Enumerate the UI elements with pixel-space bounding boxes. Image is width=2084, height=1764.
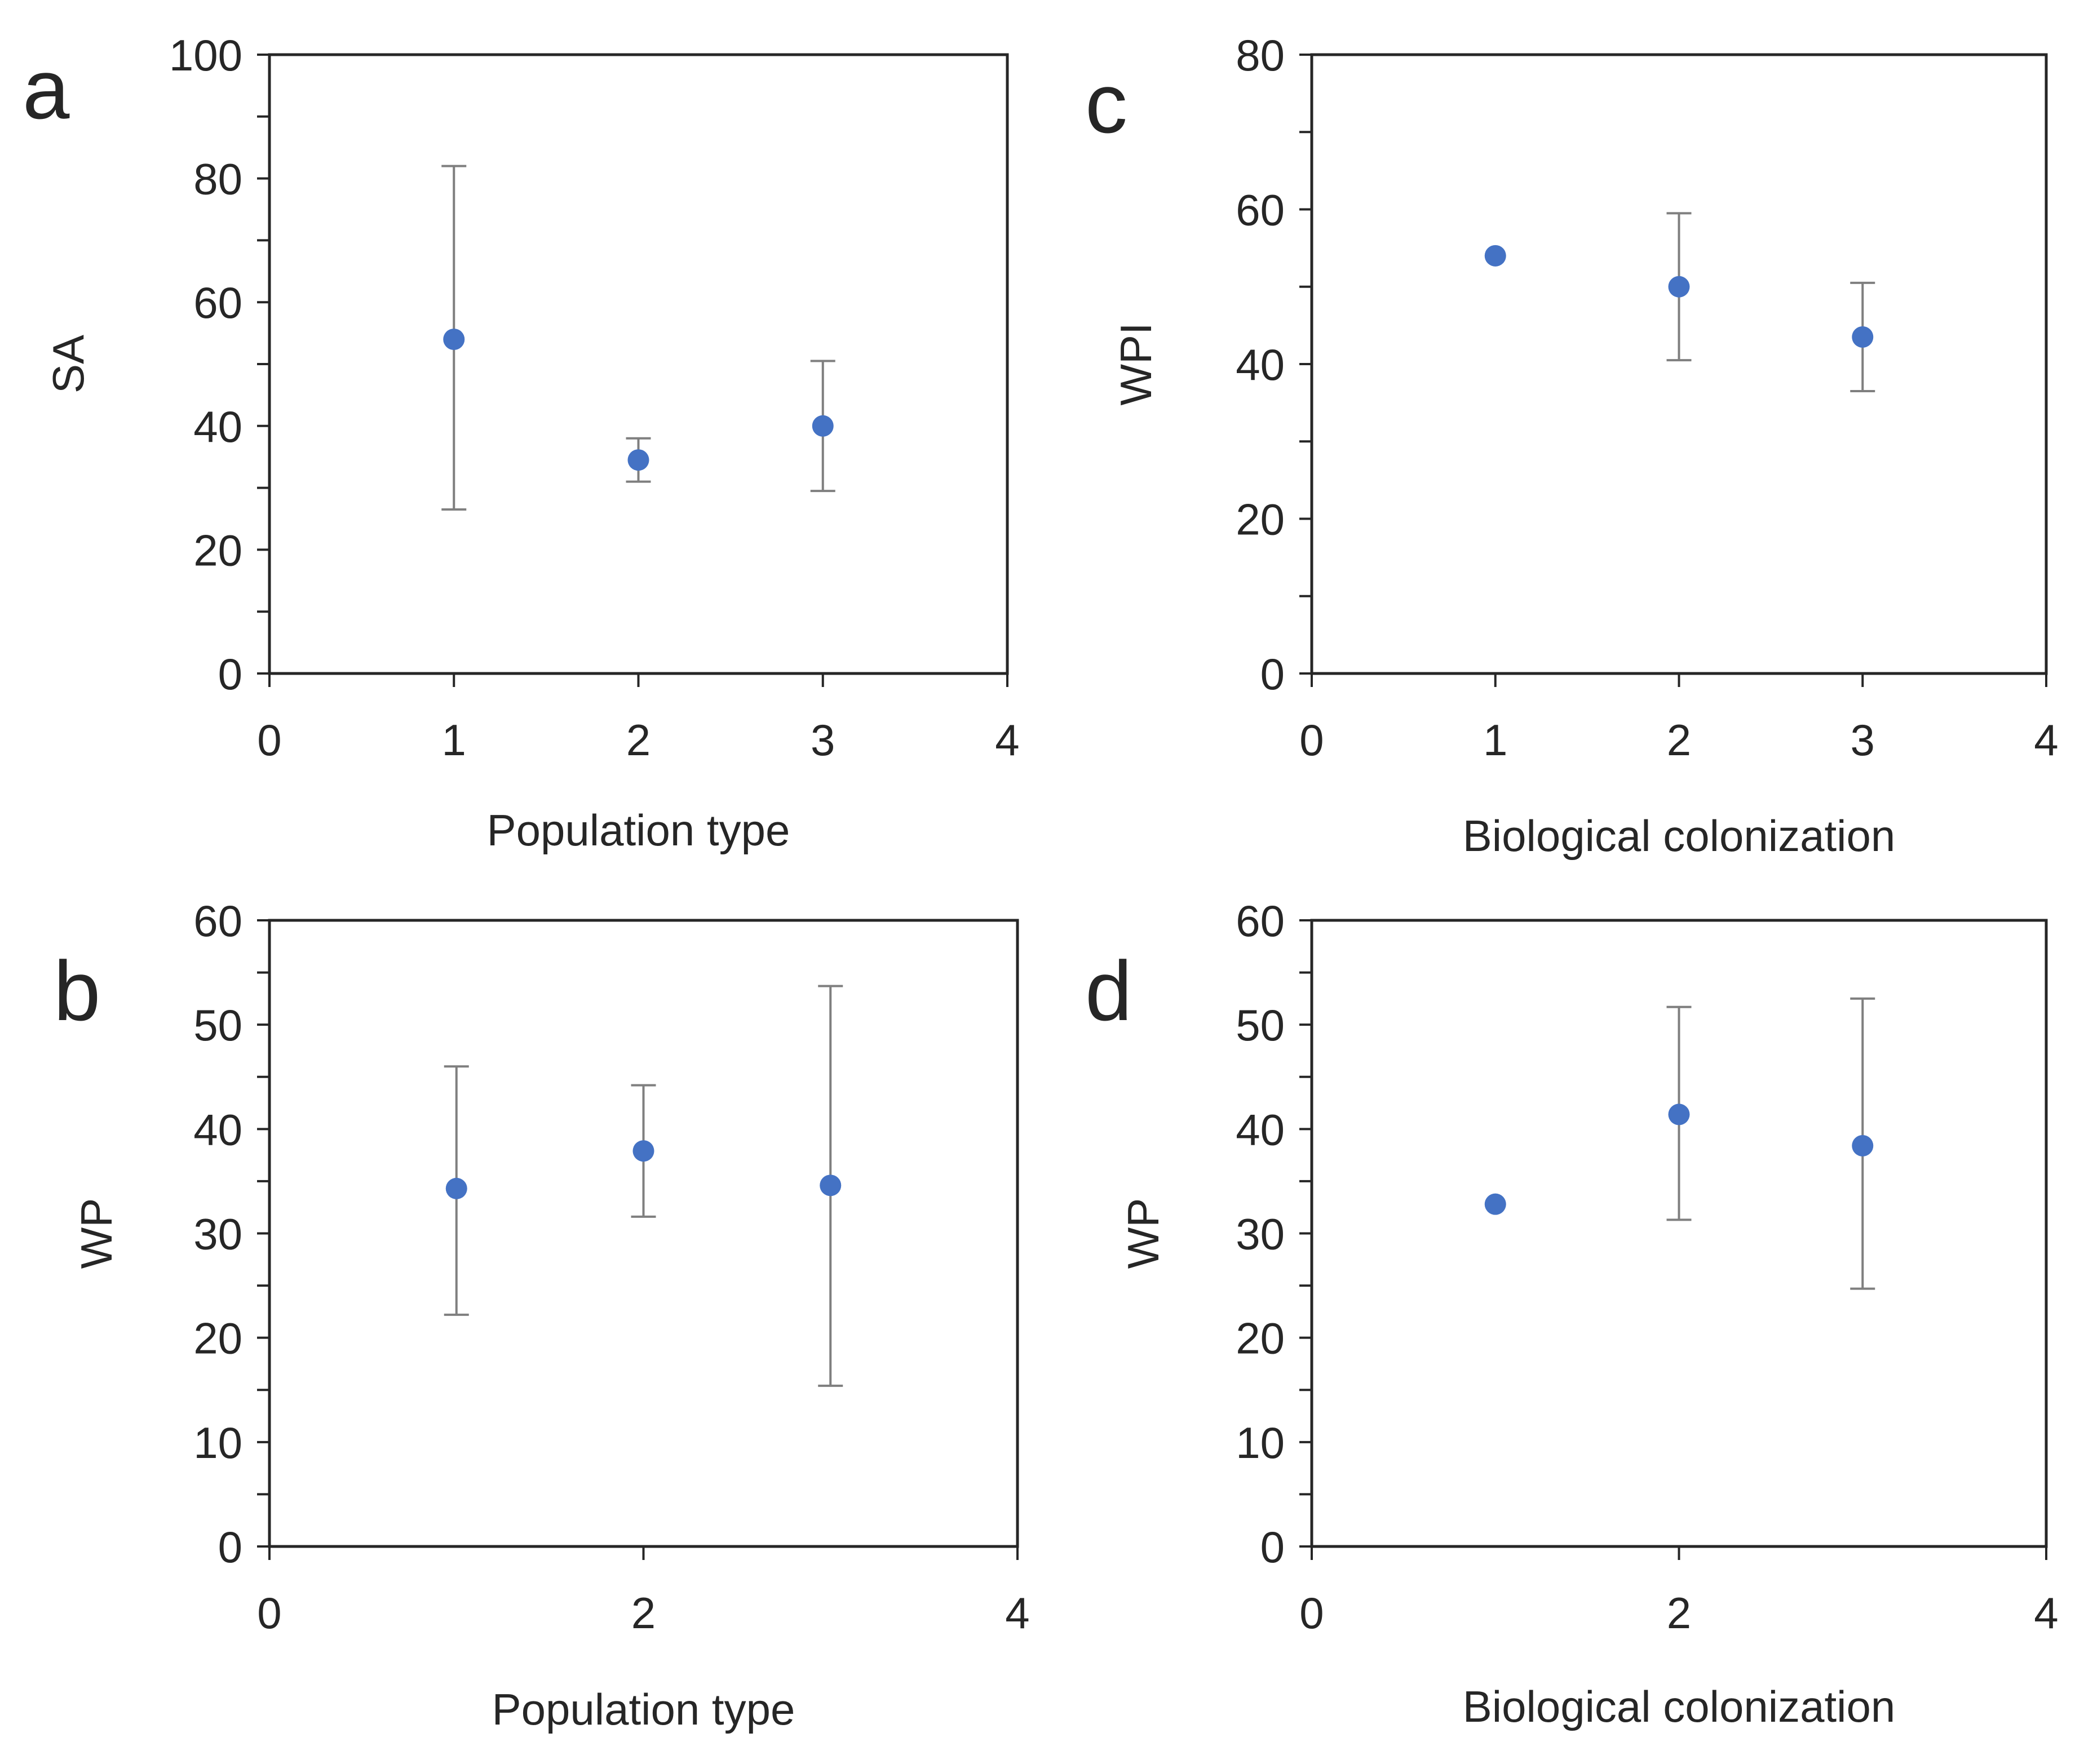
y-axis-label: SA bbox=[43, 335, 93, 393]
y-tick-label: 40 bbox=[1236, 340, 1285, 389]
y-tick-label: 20 bbox=[193, 525, 242, 575]
y-tick-label: 20 bbox=[193, 1314, 242, 1363]
x-tick-label: 4 bbox=[995, 715, 1019, 765]
data-point bbox=[820, 1174, 842, 1196]
y-tick-label: 10 bbox=[1236, 1418, 1285, 1468]
panel-letter: a bbox=[23, 42, 70, 136]
y-tick-label: 20 bbox=[1236, 1314, 1285, 1363]
data-point bbox=[445, 1177, 467, 1199]
y-tick-label: 60 bbox=[193, 896, 242, 946]
y-tick-label: 0 bbox=[218, 649, 242, 699]
y-tick-label: 50 bbox=[193, 1000, 242, 1050]
y-tick-label: 0 bbox=[1260, 649, 1285, 699]
y-tick-label: 40 bbox=[193, 1105, 242, 1154]
x-tick-label: 4 bbox=[2034, 715, 2058, 765]
panel-letter: d bbox=[1085, 943, 1132, 1038]
y-axis-label: WP bbox=[1118, 1198, 1168, 1269]
y-tick-label: 60 bbox=[193, 278, 242, 327]
x-tick-label: 1 bbox=[442, 715, 466, 765]
y-tick-label: 60 bbox=[1236, 185, 1285, 235]
y-tick-label: 50 bbox=[1236, 1000, 1285, 1050]
x-axis-label: Biological colonization bbox=[1463, 811, 1895, 861]
data-point bbox=[627, 449, 649, 471]
data-point bbox=[1668, 1103, 1690, 1125]
plot-frame bbox=[1310, 53, 2048, 675]
y-tick-label: 20 bbox=[1236, 495, 1285, 544]
y-tick-label: 60 bbox=[1236, 896, 1285, 946]
data-point bbox=[632, 1140, 654, 1162]
y-tick-label: 10 bbox=[193, 1418, 242, 1468]
y-tick-label: 100 bbox=[169, 30, 242, 80]
x-tick-label: 3 bbox=[811, 715, 835, 765]
x-tick-label: 2 bbox=[631, 1588, 656, 1638]
plot-frame bbox=[268, 53, 1009, 675]
y-axis-label: WP bbox=[72, 1198, 121, 1269]
y-tick-label: 0 bbox=[1260, 1522, 1285, 1572]
data-point bbox=[443, 329, 465, 351]
data-point bbox=[1852, 326, 1874, 348]
data-point bbox=[1484, 1193, 1506, 1215]
x-axis-label: Biological colonization bbox=[1463, 1682, 1895, 1731]
data-point bbox=[1852, 1134, 1874, 1156]
x-tick-label: 1 bbox=[1483, 715, 1507, 765]
x-tick-label: 2 bbox=[1667, 1588, 1691, 1638]
x-tick-label: 3 bbox=[1851, 715, 1875, 765]
data-point bbox=[1668, 276, 1690, 298]
x-tick-label: 0 bbox=[1299, 1588, 1324, 1638]
x-axis-label: Population type bbox=[492, 1685, 795, 1734]
panel-letter: b bbox=[54, 943, 100, 1038]
plot-frame bbox=[268, 919, 1019, 1548]
panel-a: 0 20 40 60 80 100 0 1 2 3 4 Population type SA a bbox=[23, 30, 1020, 855]
y-tick-label: 0 bbox=[218, 1522, 242, 1572]
x-tick-label: 0 bbox=[257, 1588, 281, 1638]
x-tick-label: 2 bbox=[626, 715, 651, 765]
x-tick-label: 0 bbox=[257, 715, 281, 765]
x-axis-label: Population type bbox=[487, 805, 790, 855]
data-point bbox=[1484, 245, 1506, 267]
x-tick-label: 2 bbox=[1667, 715, 1691, 765]
y-tick-label: 80 bbox=[1236, 30, 1285, 80]
y-tick-label: 40 bbox=[193, 402, 242, 451]
y-tick-label: 40 bbox=[1236, 1105, 1285, 1154]
y-tick-label: 30 bbox=[193, 1209, 242, 1259]
data-point bbox=[812, 415, 834, 437]
panel-d: 0 10 20 30 40 50 60 0 2 4 Biological colonization W… bbox=[1085, 896, 2059, 1731]
x-tick-label: 0 bbox=[1299, 715, 1324, 765]
y-tick-label: 80 bbox=[193, 154, 242, 204]
panel-b: 0 10 20 30 40 50 60 0 2 4 Population type WP b bbox=[54, 896, 1030, 1734]
y-tick-label: 30 bbox=[1236, 1209, 1285, 1259]
x-tick-label: 4 bbox=[1005, 1588, 1029, 1638]
panel-c: 0 20 40 60 80 0 1 2 3 4 Biological colonization WPI… bbox=[1085, 30, 2059, 861]
panel-letter: c bbox=[1085, 56, 1127, 150]
y-axis-label: WPI bbox=[1111, 322, 1161, 405]
x-tick-label: 4 bbox=[2034, 1588, 2058, 1638]
